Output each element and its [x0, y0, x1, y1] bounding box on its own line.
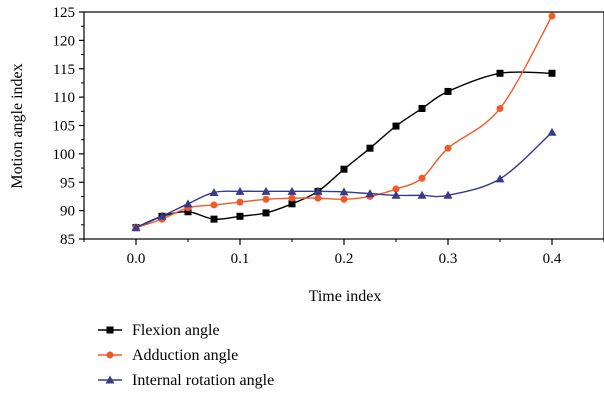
- legend-marker: [105, 375, 115, 384]
- data-point: [443, 190, 453, 199]
- legend-label: Flexion angle: [132, 322, 220, 339]
- data-point: [339, 187, 349, 196]
- y-axis-title: Motion angle index: [9, 63, 26, 188]
- x-tick-label: 0.0: [127, 251, 146, 267]
- data-point: [210, 201, 218, 209]
- x-axis-title: Time index: [309, 288, 382, 305]
- data-point: [288, 194, 296, 202]
- legend-marker: [106, 351, 114, 359]
- y-tick-label: 100: [53, 147, 76, 163]
- plot-border: [83, 11, 604, 240]
- data-point: [391, 190, 401, 199]
- series-line: [135, 131, 553, 229]
- data-point: [496, 104, 504, 112]
- series-internal-rotation-angle: [131, 127, 557, 232]
- data-point: [444, 144, 452, 152]
- data-point: [392, 185, 400, 193]
- data-point: [209, 187, 219, 196]
- data-point: [314, 194, 322, 202]
- series-line: [135, 71, 553, 229]
- legend: Flexion angle Adduction angle Internal rot…: [98, 322, 274, 389]
- legend-item-flexion-angle: Flexion angle: [98, 322, 220, 339]
- data-point: [418, 104, 426, 112]
- data-point: [548, 69, 556, 77]
- data-point: [340, 165, 348, 173]
- data-point: [236, 198, 244, 206]
- data-point: [365, 189, 375, 198]
- y-tick-label: 105: [53, 119, 76, 135]
- y-tick-label: 115: [53, 62, 75, 78]
- data-point: [262, 209, 270, 217]
- data-point: [495, 174, 505, 183]
- data-point: [262, 195, 270, 203]
- data-point: [313, 186, 323, 195]
- legend-item-internal-rotation-angle: Internal rotation angle: [98, 372, 274, 389]
- data-point: [444, 87, 452, 95]
- x-tick-label: 0.4: [543, 251, 562, 267]
- x-tick-label: 0.3: [439, 251, 458, 267]
- legend-label: Adduction angle: [132, 347, 238, 364]
- data-point: [287, 186, 297, 195]
- data-point: [366, 144, 374, 152]
- data-point: [417, 190, 427, 199]
- legend-label: Internal rotation angle: [132, 372, 274, 389]
- data-point: [548, 12, 556, 20]
- y-tick-label: 95: [60, 175, 75, 191]
- y-tick-label: 125: [53, 5, 76, 21]
- data-point: [184, 208, 192, 216]
- data-point: [236, 212, 244, 220]
- legend-marker: [106, 326, 114, 334]
- axis-ticks: 85 90 95 100 105 110 115 120 125 0.0 0.1 0.2 0.3 0.4: [53, 5, 604, 267]
- legend-item-adduction-angle: Adduction angle: [98, 347, 238, 364]
- data-point: [547, 127, 557, 136]
- series-layer: [131, 12, 557, 232]
- plot-area: [83, 11, 604, 240]
- data-point: [157, 211, 167, 220]
- data-point: [288, 200, 296, 208]
- data-point: [340, 195, 348, 203]
- data-point: [261, 186, 271, 195]
- x-tick-label: 0.2: [335, 251, 354, 267]
- data-point: [131, 223, 141, 232]
- data-point: [496, 69, 504, 77]
- data-point: [392, 122, 400, 130]
- series-adduction-angle: [132, 12, 556, 232]
- data-point: [418, 174, 426, 182]
- y-tick-label: 120: [53, 33, 76, 49]
- x-tick-label: 0.1: [231, 251, 250, 267]
- data-point: [235, 186, 245, 195]
- data-point: [183, 199, 193, 208]
- y-tick-label: 90: [60, 204, 75, 220]
- data-point: [210, 215, 218, 223]
- y-tick-label: 85: [60, 232, 75, 248]
- y-tick-label: 110: [53, 90, 75, 106]
